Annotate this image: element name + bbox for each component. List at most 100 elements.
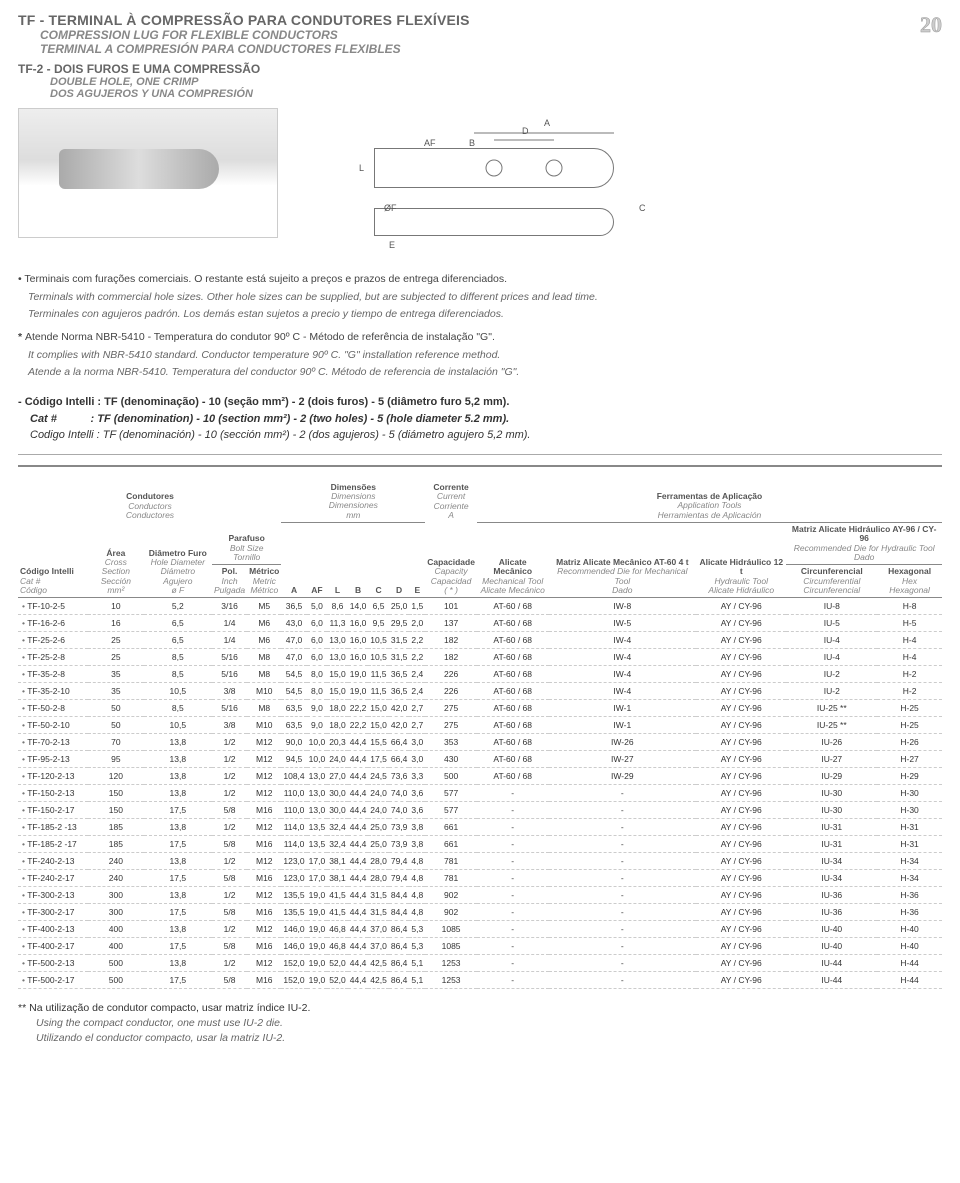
- table-cell: IW-4: [549, 632, 697, 649]
- table-cell: AY / CY-96: [696, 615, 786, 632]
- table-cell: 79,4: [389, 853, 410, 870]
- table-cell: 13,8: [144, 768, 212, 785]
- table-cell: 24,0: [327, 751, 348, 768]
- table-cell: 17,0: [307, 853, 328, 870]
- table-cell: 73,9: [389, 819, 410, 836]
- table-cell: 11,5: [368, 666, 389, 683]
- table-cell: IU-34: [786, 870, 877, 887]
- table-cell: 577: [425, 785, 477, 802]
- table-cell: 31,5: [389, 632, 410, 649]
- table-cell: -: [549, 921, 697, 938]
- table-cell: 42,0: [389, 717, 410, 734]
- table-cell: 25,0: [389, 598, 410, 615]
- table-cell: 41,5: [327, 887, 348, 904]
- table-cell: 44,4: [348, 819, 369, 836]
- table-cell: 94,5: [281, 751, 306, 768]
- table-cell: 185: [88, 836, 144, 853]
- table-cell: 86,4: [389, 938, 410, 955]
- table-cell: 13,0: [327, 632, 348, 649]
- table-cell: M6: [247, 632, 281, 649]
- table-cell: 3,8: [409, 836, 425, 853]
- table-cell: M12: [247, 768, 281, 785]
- table-cell: IU-29: [786, 768, 877, 785]
- codefmt-en: Cat # : TF (denomination) - 10 (section …: [30, 411, 942, 428]
- table-cell: 1/2: [212, 734, 247, 751]
- table-cell: 22,2: [348, 717, 369, 734]
- table-cell: 1/2: [212, 785, 247, 802]
- table-row: TF-10-2-5105,23/16M536,55,08,614,06,525,…: [18, 598, 942, 615]
- table-cell: 28,0: [368, 870, 389, 887]
- table-cell: 44,4: [348, 853, 369, 870]
- table-cell: IU-25 **: [786, 717, 877, 734]
- table-cell: 300: [88, 904, 144, 921]
- table-cell: AT-60 / 68: [477, 615, 549, 632]
- table-cell: 13,8: [144, 955, 212, 972]
- table-cell: IW-4: [549, 649, 697, 666]
- table-cell: H-30: [877, 802, 942, 819]
- table-row: TF-25-2-6256,51/4M647,06,013,016,010,531…: [18, 632, 942, 649]
- table-row: TF-120-2-1312013,81/2M12108,413,027,044,…: [18, 768, 942, 785]
- table-cell: H-34: [877, 853, 942, 870]
- table-cell: AY / CY-96: [696, 887, 786, 904]
- table-cell: 240: [88, 853, 144, 870]
- table-cell: 110,0: [281, 785, 306, 802]
- subhead-pt: DOIS FUROS E UMA COMPRESSÃO: [54, 62, 260, 76]
- table-cell: IU-4: [786, 649, 877, 666]
- subhead-es: DOS AGUJEROS Y UNA COMPRESIÓN: [50, 88, 253, 100]
- diag-label-l: L: [359, 163, 364, 173]
- table-cell: -: [477, 836, 549, 853]
- table-cell: 16,0: [348, 615, 369, 632]
- table-cell: 25: [88, 649, 144, 666]
- table-cell: 38,1: [327, 853, 348, 870]
- table-cell: 13,8: [144, 819, 212, 836]
- table-cell: 13,0: [307, 802, 328, 819]
- table-cell: 22,2: [348, 700, 369, 717]
- table-cell: 19,0: [348, 666, 369, 683]
- table-cell: TF-150-2-17: [18, 802, 88, 819]
- table-cell: 13,8: [144, 921, 212, 938]
- table-cell: 42,0: [389, 700, 410, 717]
- table-cell: 6,0: [307, 632, 328, 649]
- table-cell: IW-5: [549, 615, 697, 632]
- diag-label-b: B: [469, 138, 475, 148]
- table-cell: IU-8: [786, 598, 877, 615]
- note1-en: Terminals with commercial hole sizes. Ot…: [28, 290, 942, 305]
- table-cell: AT-60 / 68: [477, 683, 549, 700]
- table-cell: 1/2: [212, 955, 247, 972]
- diag-label-e: E: [389, 240, 395, 250]
- table-cell: 17,5: [368, 751, 389, 768]
- table-cell: M10: [247, 683, 281, 700]
- table-cell: 1/2: [212, 853, 247, 870]
- table-cell: IU-36: [786, 887, 877, 904]
- table-cell: 146,0: [281, 938, 306, 955]
- table-cell: 577: [425, 802, 477, 819]
- table-cell: H-2: [877, 666, 942, 683]
- table-cell: 44,4: [348, 972, 369, 989]
- table-cell: AT-60 / 68: [477, 632, 549, 649]
- table-cell: 1/4: [212, 632, 247, 649]
- table-cell: H-29: [877, 768, 942, 785]
- table-cell: 1253: [425, 955, 477, 972]
- table-cell: 108,4: [281, 768, 306, 785]
- table-cell: 31,5: [389, 649, 410, 666]
- table-cell: 2,2: [409, 649, 425, 666]
- table-cell: 902: [425, 904, 477, 921]
- table-cell: 6,0: [307, 615, 328, 632]
- table-cell: H-31: [877, 836, 942, 853]
- table-cell: 10,5: [144, 683, 212, 700]
- table-cell: H-30: [877, 785, 942, 802]
- table-cell: TF-35-2-10: [18, 683, 88, 700]
- table-cell: 44,4: [348, 836, 369, 853]
- table-cell: 25,0: [368, 819, 389, 836]
- table-cell: 44,4: [348, 802, 369, 819]
- table-cell: 500: [88, 955, 144, 972]
- table-cell: 25,0: [368, 836, 389, 853]
- table-cell: 36,5: [281, 598, 306, 615]
- table-cell: 1/2: [212, 768, 247, 785]
- table-cell: TF-500-2-13: [18, 955, 88, 972]
- table-cell: 31,5: [368, 904, 389, 921]
- table-cell: TF-185-2 -17: [18, 836, 88, 853]
- table-cell: M12: [247, 955, 281, 972]
- table-cell: 74,0: [389, 785, 410, 802]
- table-cell: 73,9: [389, 836, 410, 853]
